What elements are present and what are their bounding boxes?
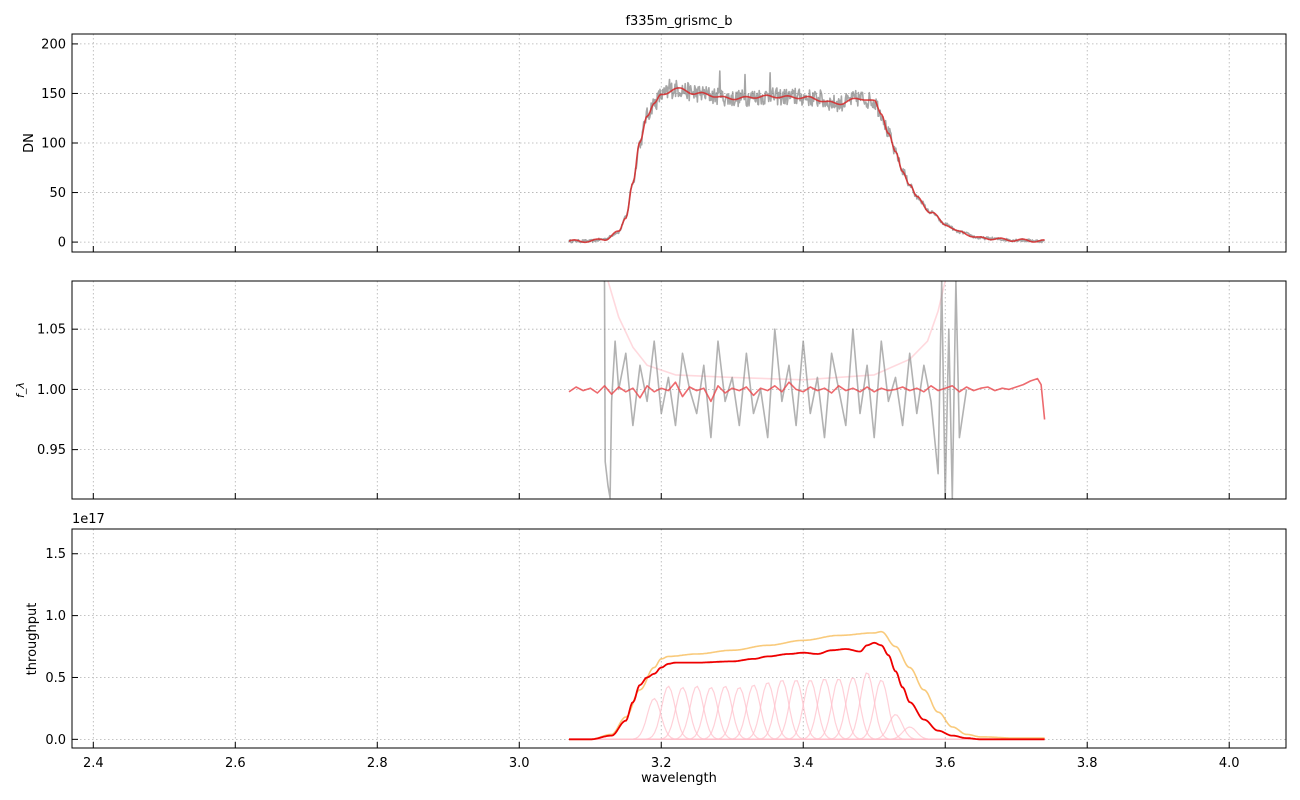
y-tick-label: 0.5 [45,671,66,686]
gaussian-component-line [569,684,1045,740]
gaussian-component-line [569,687,1045,740]
ticks-dn: 0 50 100 150 200 [41,37,1230,252]
x-tick-label: 2.6 [225,756,246,771]
x-tick-label: 2.4 [83,756,104,771]
y-tick-label: 150 [41,87,66,102]
grid-throughput [72,529,1286,748]
gaussian-component-line [569,686,1045,740]
gaussian-component-line [569,672,1045,740]
chart-title: f335m_grismc_b [625,14,732,29]
y-tick-label: 1.5 [45,547,66,562]
y-tick-label: 0.95 [37,443,66,458]
x-tick-label: 3.2 [651,756,672,771]
y-tick-label: 1.0 [45,609,66,624]
gaussian-component-line [569,685,1045,740]
gaussian-component-line [569,682,1045,740]
ticks-throughput: 2.4 2.6 2.8 3.0 3.2 3.4 3.6 3.8 4.0 0.0 0.5 1.0 1.5 [45,547,1239,771]
y-tick-label: 50 [49,186,66,201]
y-tick-label: 0.0 [45,733,66,748]
y-tick-label: 1.00 [37,383,66,398]
gaussian-component-line [569,697,1045,740]
gaussian-component-line [569,686,1045,740]
plot-area-flambda [568,281,1046,499]
plot-area-dn [568,70,1045,244]
grid-dn [72,34,1286,252]
y-tick-label: 0 [58,236,66,251]
panel-flambda: 0.95 1.00 1.05 f_λ [14,280,1287,500]
gaussian-component-line [569,685,1045,740]
panel-dn: 0 50 100 150 200 f335m_grismc_b DN [22,14,1287,253]
x-tick-label: 3.6 [935,756,956,771]
series-line [607,281,946,381]
series-line [568,87,1045,244]
grid-flambda [72,281,1286,499]
gaussian-component-line [569,726,1045,740]
x-tick-label: 3.8 [1077,756,1098,771]
series-line [568,377,1046,420]
x-tick-label: 4.0 [1219,756,1240,771]
y-axis-label-dn: DN [22,133,37,153]
x-tick-label: 2.8 [367,756,388,771]
y-tick-label: 1.05 [37,323,66,338]
series-line [569,641,1045,741]
ticks-flambda: 0.95 1.00 1.05 [37,323,1230,499]
y-axis-offset-text: 1e17 [72,512,105,527]
y-tick-label: 200 [41,37,66,52]
series-line [569,630,1045,741]
plot-area-throughput [569,630,1045,741]
panel-throughput: 2.4 2.6 2.8 3.0 3.2 3.4 3.6 3.8 4.00.00.51.01.5 … [25,512,1287,786]
y-axis-label-throughput: throughput [25,603,40,676]
y-tick-label: 100 [41,137,66,152]
axes-frame-dn [71,33,1287,253]
x-tick-label: 3.0 [509,756,530,771]
axes-frame-flambda [71,280,1287,500]
x-tick-label: 3.4 [793,756,814,771]
y-axis-label-flambda: f_λ [14,382,27,398]
axes-frame-throughput [71,528,1287,749]
gaussian-component-line [569,685,1045,740]
x-axis-label: wavelength [641,771,717,786]
